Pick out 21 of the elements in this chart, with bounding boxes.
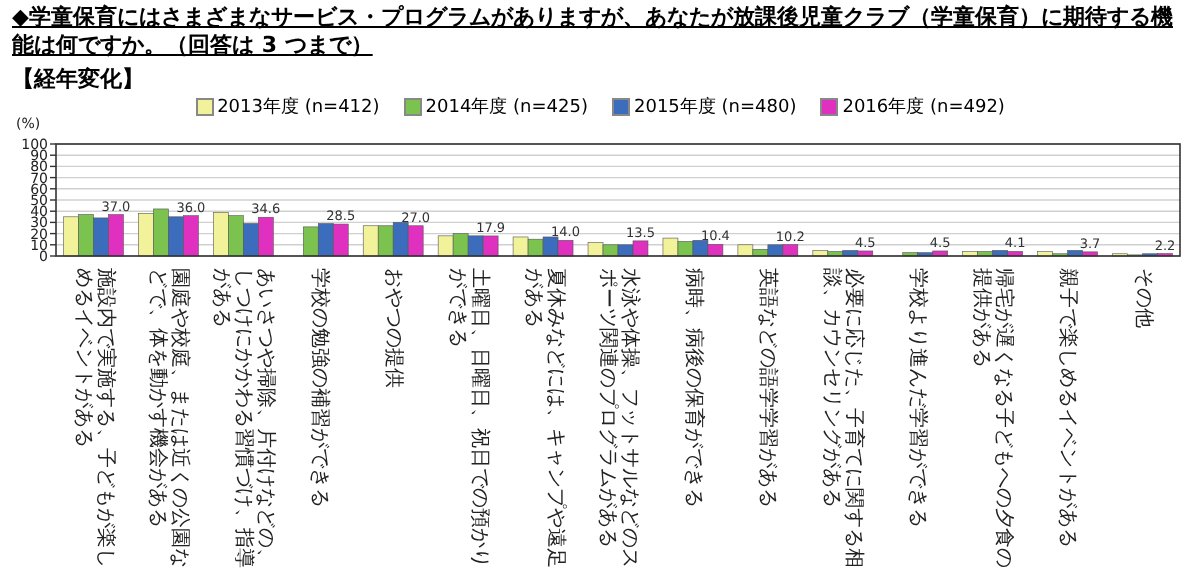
x-tick-label: 土曜日、日曜日、祝日での預かりができる xyxy=(446,268,491,568)
legend-label: 2014年度 (n=425) xyxy=(423,95,588,120)
x-tick-label: あいさつや掃除、片付けなどの、しつけにかかわる習慣づけ、指導がある xyxy=(210,268,277,568)
x-tick-label: 学校より進んだ学習ができる xyxy=(906,268,929,532)
legend-label: 2013年度 (n=412) xyxy=(215,95,380,120)
x-tick-label: 必要に応じた、子育てに関する相談、カウンセリングがある xyxy=(820,268,865,568)
x-tick-label: 帰宅が遅くなる子どもへの夕食の提供がある xyxy=(970,268,1015,568)
x-tick-label: その他 xyxy=(1131,268,1154,332)
x-tick-label: 親子で楽しめるイベントがある xyxy=(1056,268,1079,552)
x-tick-label: 学校の勉強の補習ができる xyxy=(307,268,330,512)
x-tick-label: 水泳や体操、フットサルなどのスポーツ関連のプログラムがある xyxy=(596,268,640,568)
subtitle: 【経年変化】 xyxy=(12,64,144,94)
legend-label: 2015年度 (n=480) xyxy=(632,95,797,120)
x-tick-label: 施設内で実施する、子どもが楽しめるイベントがある xyxy=(71,268,116,568)
title: ◆学童保育にはさまざまなサービス・プログラムがありますが、あなたが放課後児童クラブ（学童保育）に期待する機能は何ですか。（回答は 3 つまで） xyxy=(12,4,1175,60)
x-tick-label: 園庭や校庭、または近くの公園などで、体を動かす機会がある xyxy=(146,268,191,568)
legend-label: 2016年度 (n=492) xyxy=(840,95,1005,120)
x-tick-label: 英語などの語学学習がある xyxy=(756,268,779,512)
x-tick-label: 病時、病後の保育ができる xyxy=(681,268,704,512)
x-tick-label: おやつの提供 xyxy=(382,268,405,392)
x-tick-label: 夏休みなどには、キャンプや遠足がある xyxy=(521,268,566,568)
